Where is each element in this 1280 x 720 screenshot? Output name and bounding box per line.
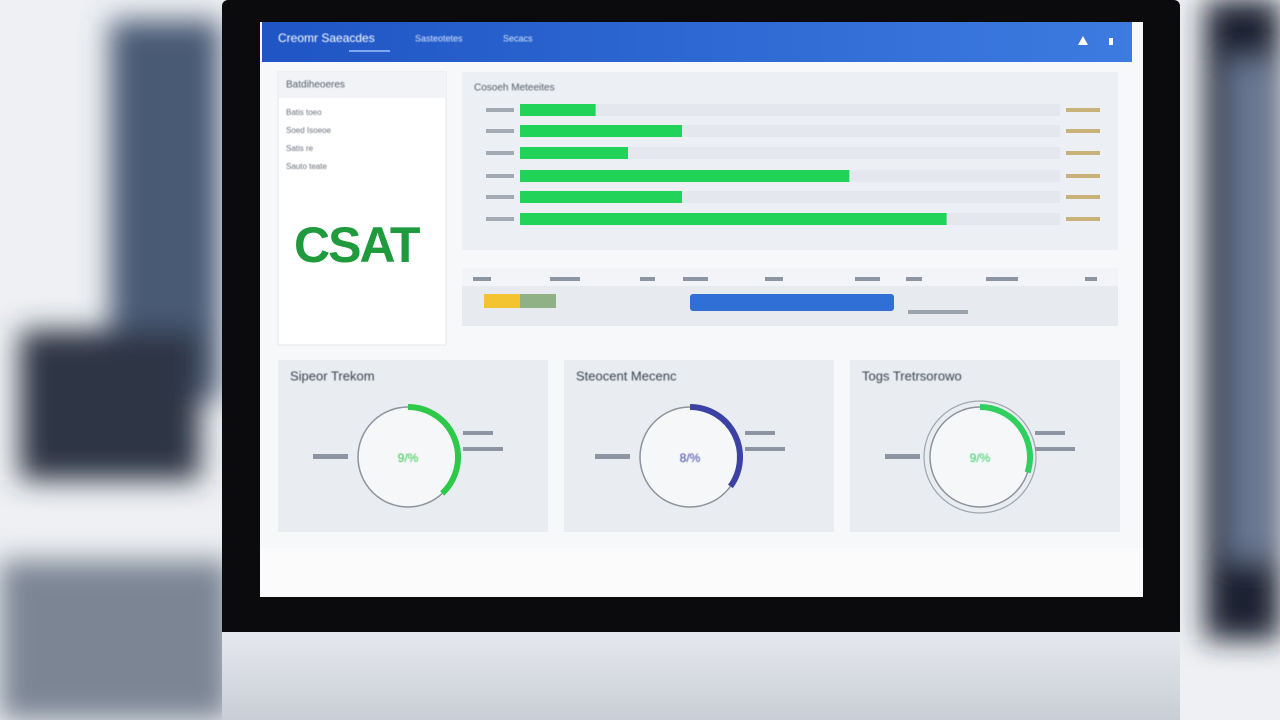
row-value <box>1066 151 1100 155</box>
row-value <box>1066 217 1100 221</box>
row-value <box>1066 195 1100 199</box>
row-label <box>486 129 514 133</box>
bar <box>520 191 682 203</box>
bar-track <box>520 147 1060 159</box>
bar <box>520 170 850 182</box>
bar-track <box>520 104 1060 116</box>
gauge-center-label: 8/% <box>680 451 701 465</box>
sidebar-panel <box>277 71 447 346</box>
gauge-legend <box>313 454 348 459</box>
bar <box>520 125 682 137</box>
sidebar-head <box>278 72 446 98</box>
sidebar-item: Soed Isoeoe <box>286 126 331 135</box>
sidebar-list: Batis toeo Soed Isoeoe Satis re Sauto teate <box>286 108 331 171</box>
gauge-arc <box>979 404 1033 474</box>
screen-footer <box>260 548 1143 597</box>
gauge-legend <box>745 447 785 451</box>
progress-note <box>908 310 968 314</box>
gauge-title: Sipeor Trekom <box>290 368 375 383</box>
gauge-center-label: 9/% <box>970 451 991 465</box>
row-value <box>1066 174 1100 178</box>
csat-badge: CSAT <box>294 217 420 273</box>
row-label <box>486 195 514 199</box>
progress-segment <box>484 294 520 308</box>
bar <box>520 104 596 116</box>
progress-head-labels <box>473 277 1097 281</box>
monitor-chin <box>222 632 1180 720</box>
progress-segment <box>520 294 556 308</box>
sidebar-item: Batis toeo <box>286 108 322 117</box>
bar-chart <box>486 104 1100 225</box>
row-label <box>486 217 514 221</box>
gauge-legend <box>595 454 630 459</box>
gauge-center-label: 9/% <box>398 451 419 465</box>
gauge-row: Sipeor Trekom 9/% Steocent Mecenc 8/% Togs T… <box>278 360 1120 532</box>
gauge-arc <box>689 404 743 489</box>
app-title[interactable]: Creomr Saeacdes <box>278 31 375 45</box>
gauge-legend <box>463 431 493 435</box>
row-label <box>486 151 514 155</box>
gauge-arc <box>407 404 461 496</box>
row-value <box>1066 129 1100 133</box>
gauge-legend <box>1035 447 1075 451</box>
gauge-legend <box>463 447 503 451</box>
gauge-legend <box>745 431 775 435</box>
sidebar-title: Batdiheoeres <box>286 80 345 91</box>
bar <box>520 213 947 225</box>
progress-bar <box>690 294 894 311</box>
nav-link[interactable]: Secacs <box>503 33 533 43</box>
gauge-ring-outer <box>923 400 1037 514</box>
gauge-title: Steocent Mecenc <box>576 368 677 383</box>
sidebar-item: Satis re <box>286 144 314 153</box>
progress-head <box>462 268 1118 286</box>
row-value <box>1066 108 1100 112</box>
user-icon[interactable] <box>1109 38 1113 45</box>
row-label <box>486 174 514 178</box>
alert-icon[interactable] <box>1078 36 1088 45</box>
header-bar <box>262 22 1132 62</box>
nav-link[interactable]: Sasteotetes <box>415 33 463 43</box>
bar <box>520 147 628 159</box>
row-label <box>486 108 514 112</box>
gauge-legend <box>885 454 920 459</box>
bar-panel-title: Cosoeh Meteeites <box>474 83 555 94</box>
gauge-legend <box>1035 431 1065 435</box>
gauge-title: Togs Tretrsorowo <box>862 368 962 383</box>
sidebar-item: Sauto teate <box>286 162 327 171</box>
